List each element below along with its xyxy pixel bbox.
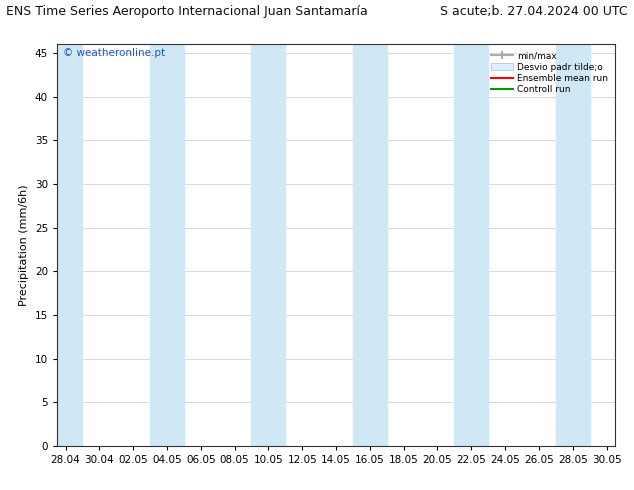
Bar [150, 44, 184, 446]
Text: © weatheronline.pt: © weatheronline.pt [63, 48, 165, 58]
Text: ENS Time Series Aeroporto Internacional Juan Santamaría: ENS Time Series Aeroporto Internacional … [6, 5, 368, 18]
Bar [556, 44, 590, 446]
Text: S acute;b. 27.04.2024 00 UTC: S acute;b. 27.04.2024 00 UTC [440, 5, 628, 18]
Bar [455, 44, 488, 446]
Bar [252, 44, 285, 446]
Bar [49, 44, 82, 446]
Legend: min/max, Desvio padr tilde;o, Ensemble mean run, Controll run: min/max, Desvio padr tilde;o, Ensemble m… [488, 49, 611, 97]
Bar [353, 44, 387, 446]
Y-axis label: Precipitation (mm/6h): Precipitation (mm/6h) [19, 184, 29, 306]
